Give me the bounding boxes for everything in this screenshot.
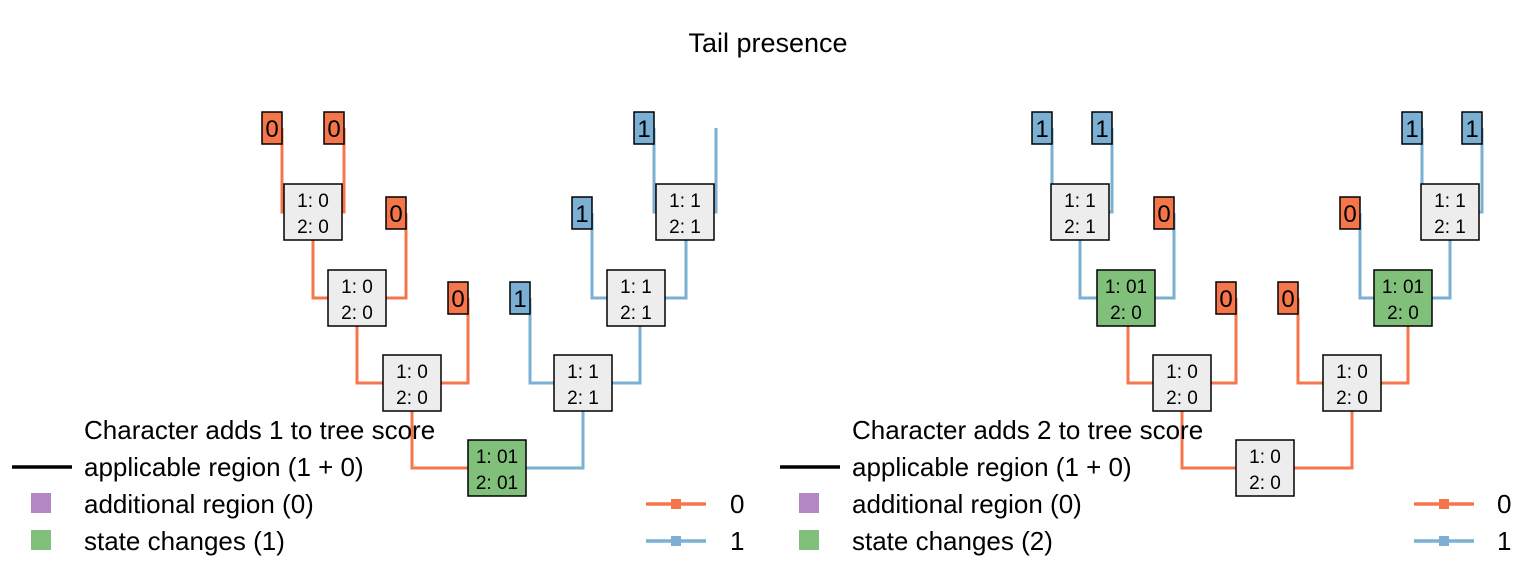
- node-state-line1: 1: 1: [1434, 191, 1466, 212]
- tip-state-box: 0: [323, 111, 345, 145]
- tip-state-box: 1: [1461, 111, 1483, 145]
- tip-state-box: 0: [447, 281, 469, 315]
- tip-state-box: 0: [1339, 196, 1361, 230]
- left-state1-label: 1: [730, 526, 745, 556]
- additional-region-swatch: [799, 493, 819, 513]
- tip-state-label: 0: [1343, 201, 1356, 228]
- tip-state-box: 1: [509, 281, 531, 315]
- node-state-line1: 1: 0: [1249, 447, 1281, 468]
- node-state-line1: 1: 0: [341, 277, 373, 298]
- additional-region-swatch: [31, 493, 51, 513]
- internal-node: 1: 1 2: 1: [1050, 183, 1110, 241]
- tip-state-label: 0: [265, 116, 278, 143]
- tip-state-box: 0: [1277, 281, 1299, 315]
- node-state-line1: 1: 0: [1166, 362, 1198, 383]
- state1-key-marker: [671, 536, 681, 546]
- tip-state-label: 0: [451, 286, 464, 313]
- left-additional-label: additional region (0): [84, 489, 314, 519]
- tip-state-box: 1: [1401, 111, 1423, 145]
- internal-node: 1: 1 2: 1: [553, 354, 613, 412]
- state-change-node: 1: 01 2: 0: [1096, 269, 1156, 327]
- node-state-line1: 1: 01: [476, 447, 518, 468]
- node-state-line2: 2: 1: [1064, 217, 1096, 238]
- node-state-line2: 2: 0: [341, 303, 373, 324]
- right-tree-panel: 1 1 0 0 0 0 1 1 1: 1 2: 1 1: 01 2: 0 1: 0 2: 0 1: 0 2: …: [780, 111, 1484, 550]
- tip-state-box: 1: [571, 196, 593, 230]
- tip-state-label: 1: [637, 116, 650, 143]
- state1-key-marker: [1439, 536, 1449, 546]
- tip-state-label: 1: [1465, 116, 1478, 143]
- internal-node: 1: 0 2: 0: [382, 354, 442, 412]
- internal-node: 1: 1 2: 1: [606, 269, 666, 327]
- tip-state-label: 0: [389, 201, 402, 228]
- node-state-line2: 2: 0: [1336, 388, 1368, 409]
- tip-state-label: 1: [1035, 116, 1048, 143]
- node-state-line2: 2: 1: [620, 303, 652, 324]
- node-state-line1: 1: 1: [1064, 191, 1096, 212]
- state-change-node: 1: 01 2: 0: [1373, 269, 1433, 327]
- tip-state-box: 1: [1091, 111, 1113, 145]
- node-state-line2: 2: 0: [1166, 388, 1198, 409]
- node-state-line2: 2: 0: [396, 388, 428, 409]
- tip-state-label: 1: [1405, 116, 1418, 143]
- right-state1-label: 1: [1497, 526, 1512, 556]
- tip-state-label: 1: [513, 286, 526, 313]
- state-change-swatch: [31, 530, 51, 550]
- internal-node: 1: 1 2: 1: [1420, 183, 1480, 241]
- node-state-line1: 1: 01: [1105, 277, 1147, 298]
- node-state-line1: 1: 1: [567, 362, 599, 383]
- tip-state-box: 0: [1215, 281, 1237, 315]
- internal-node: 1: 0 2: 0: [1152, 354, 1212, 412]
- node-state-line1: 1: 0: [297, 191, 329, 212]
- tip-state-label: 1: [1095, 116, 1108, 143]
- left-tree-panel: 0 0 0 0 1 1 1 1: 0 2: 0 1: 0 2: 0 1: 0 2: 0 1: 01 2: 0…: [12, 111, 718, 550]
- tip-state-label: 0: [1219, 286, 1232, 313]
- figure-title: Tail presence: [688, 28, 848, 58]
- right-score-label: Character adds 2 to tree score: [852, 415, 1204, 445]
- node-state-line1: 1: 0: [1336, 362, 1368, 383]
- legend-glyphs: [12, 465, 706, 550]
- left-changes-label: state changes (1): [84, 526, 285, 556]
- node-state-line2: 2: 0: [297, 217, 329, 238]
- state0-key-marker: [671, 499, 681, 509]
- node-state-line2: 2: 1: [567, 388, 599, 409]
- state0-key-marker: [1439, 499, 1449, 509]
- tip-state-label: 0: [1157, 201, 1170, 228]
- node-state-line2: 2: 0: [1249, 473, 1281, 494]
- internal-node: 1: 0 2: 0: [283, 183, 343, 241]
- state-change-node: 1: 01 2: 01: [467, 439, 527, 497]
- node-state-line1: 1: 1: [620, 277, 652, 298]
- legend-glyphs: [780, 465, 1474, 550]
- node-state-line2: 2: 1: [1434, 217, 1466, 238]
- tip-state-box: 0: [261, 111, 283, 145]
- node-state-line2: 2: 0: [1387, 303, 1419, 324]
- left-state0-label: 0: [730, 489, 745, 519]
- right-applicable-label: applicable region (1 + 0): [852, 452, 1132, 482]
- node-state-line1: 1: 01: [1382, 277, 1424, 298]
- left-score-label: Character adds 1 to tree score: [84, 415, 436, 445]
- left-applicable-label: applicable region (1 + 0): [84, 452, 364, 482]
- tip-state-box: 1: [633, 111, 655, 145]
- tip-state-box: 1: [1031, 111, 1053, 145]
- internal-node: 1: 0 2: 0: [327, 269, 387, 327]
- right-additional-label: additional region (0): [852, 489, 1082, 519]
- tip-state-label: 1: [575, 201, 588, 228]
- tip-state-label: 0: [327, 116, 340, 143]
- tip-state-label: 0: [1281, 286, 1294, 313]
- tip-state-box: 0: [1153, 196, 1175, 230]
- right-state0-label: 0: [1497, 489, 1512, 519]
- tip-state-box: 0: [385, 196, 407, 230]
- state-change-swatch: [799, 530, 819, 550]
- internal-node: 1: 1 2: 1: [655, 183, 715, 241]
- node-state-line1: 1: 0: [396, 362, 428, 383]
- right-changes-label: state changes (2): [852, 526, 1053, 556]
- node-state-line2: 2: 0: [1110, 303, 1142, 324]
- node-state-line2: 2: 1: [669, 217, 701, 238]
- internal-node: 1: 0 2: 0: [1235, 439, 1295, 497]
- node-state-line2: 2: 01: [476, 473, 518, 494]
- internal-node: 1: 0 2: 0: [1322, 354, 1382, 412]
- node-state-line1: 1: 1: [669, 191, 701, 212]
